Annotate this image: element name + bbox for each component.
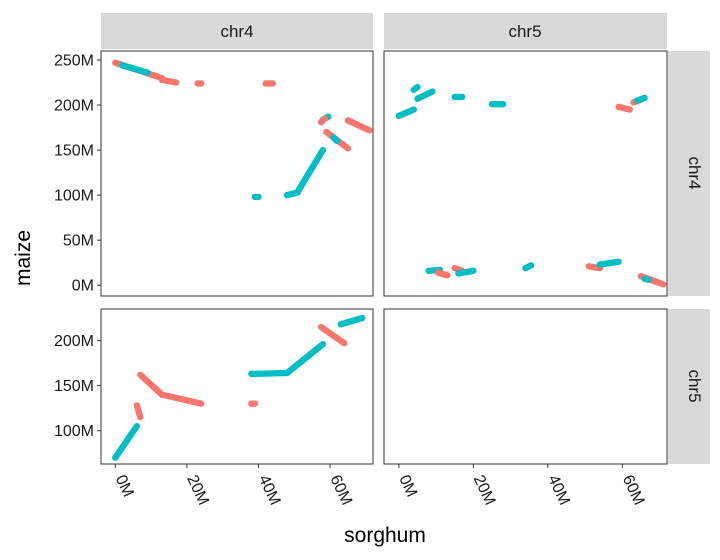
y-tick-label: 0M <box>72 278 94 295</box>
y-tick-label: 250M <box>54 53 94 70</box>
x-tick-label: 40M <box>255 473 284 508</box>
panel-chr4-chr5 <box>383 50 668 297</box>
x-tick-label: 0M <box>112 473 137 500</box>
data-point <box>172 79 180 86</box>
strip-col-chr4 <box>101 13 373 49</box>
data-point <box>444 272 451 279</box>
data-point <box>198 80 205 87</box>
x-tick-label: 40M <box>544 473 573 508</box>
data-point <box>641 94 648 102</box>
data-point <box>359 314 366 322</box>
data-point <box>615 258 622 265</box>
data-point <box>144 69 151 76</box>
data-point <box>133 422 140 430</box>
x-tick-label: 20M <box>470 473 499 508</box>
y-tick-label: 150M <box>54 143 94 160</box>
data-point <box>341 340 348 347</box>
x-tick-label: 20M <box>183 473 212 508</box>
data-point <box>344 145 352 152</box>
y-tick-label: 100M <box>54 188 94 205</box>
y-tick-label: 200M <box>54 98 94 115</box>
data-point <box>255 193 262 201</box>
strip-row-chr5 <box>668 309 710 464</box>
data-point <box>410 106 417 113</box>
strip-col-chr5-label: chr5 <box>508 22 541 41</box>
strip-row-chr5-label: chr5 <box>685 369 704 402</box>
data-point <box>269 80 276 87</box>
data-point <box>499 100 507 108</box>
strip-col-chr4-label: chr4 <box>220 22 253 41</box>
data-point <box>459 93 466 101</box>
y-tick-label: 50M <box>63 233 94 250</box>
y-tick-label: 100M <box>54 423 94 440</box>
strip-row-chr4-label: chr4 <box>685 156 704 189</box>
data-points <box>112 59 667 461</box>
strip-row-chr4 <box>668 51 710 296</box>
data-point <box>626 106 633 113</box>
data-point <box>198 400 205 407</box>
data-point <box>527 262 535 269</box>
data-point <box>366 127 373 134</box>
y-tick-label: 150M <box>54 378 94 395</box>
data-point <box>319 340 327 348</box>
x-axis-title: sorghum <box>344 524 426 547</box>
x-tick-label: 60M <box>619 473 648 508</box>
data-point <box>429 88 436 95</box>
data-point <box>470 267 477 274</box>
data-point <box>414 83 421 91</box>
y-tick-label: 200M <box>54 333 94 350</box>
panel-chr5-chr5 <box>383 308 668 465</box>
data-point <box>251 400 259 407</box>
data-point <box>319 146 327 154</box>
data-point <box>660 281 667 288</box>
data-point <box>334 137 341 145</box>
data-point <box>321 115 328 122</box>
data-point <box>645 276 652 283</box>
x-tick-label: 0M <box>395 473 420 500</box>
strip-col-chr5 <box>384 13 667 49</box>
data-point <box>137 413 144 421</box>
panel-chr4-chr4 <box>100 50 374 297</box>
y-axis-title: maize <box>12 230 35 286</box>
x-tick-label: 60M <box>326 473 355 508</box>
